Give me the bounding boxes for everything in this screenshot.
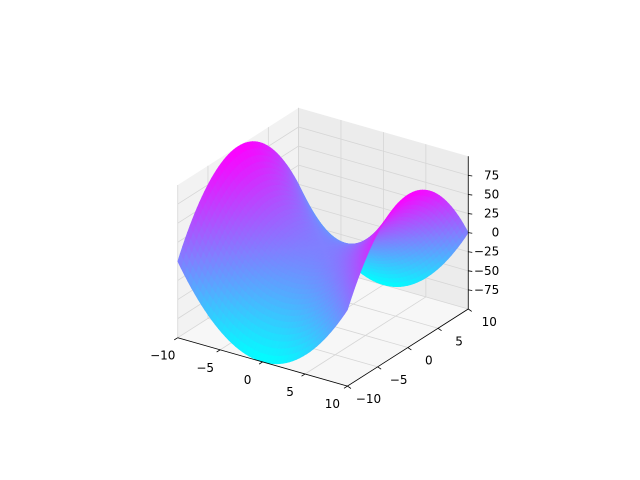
- x-axis-tick: [301, 373, 306, 377]
- z-axis-tick: [468, 289, 473, 291]
- y-axis-tick-label: 0: [425, 354, 433, 368]
- z-axis-tick: [468, 174, 473, 177]
- x-axis-tick-label: 0: [244, 373, 252, 387]
- z-axis-tick-label: 75: [484, 168, 499, 182]
- x-axis-tick: [174, 337, 178, 341]
- x-axis-tick-label: 5: [286, 385, 294, 399]
- y-axis-tick-label: 5: [455, 334, 463, 348]
- y-axis-tick: [437, 327, 442, 332]
- z-axis-tick: [468, 213, 473, 215]
- z-axis-tick: [468, 251, 473, 253]
- z-axis-tick-label: 50: [484, 187, 499, 201]
- z-axis-tick-label: 0: [492, 226, 500, 240]
- z-axis: −75 −50 −25 0 25 50 75: [468, 168, 499, 297]
- z-axis-tick: [468, 270, 473, 272]
- z-axis-tick-label: −25: [474, 245, 499, 259]
- y-axis-tick: [347, 385, 352, 389]
- x-axis-tick: [343, 385, 348, 389]
- z-axis-tick-label: −75: [474, 283, 499, 297]
- x-axis: −10 −5 0 5 10: [150, 337, 348, 411]
- x-axis-tick-label: −5: [196, 361, 214, 375]
- z-axis-tick: [468, 232, 473, 234]
- y-axis: −10 −5 0 5 10: [347, 308, 497, 406]
- x-axis-tick-label: −10: [150, 349, 175, 363]
- saddle-surface: [177, 141, 469, 365]
- x-axis-tick: [258, 361, 263, 365]
- x-axis-tick-label: 10: [325, 397, 340, 411]
- y-axis-tick-label: 10: [482, 315, 497, 329]
- z-axis-tick-label: −50: [474, 264, 499, 278]
- x-axis-tick: [216, 349, 221, 353]
- y-axis-tick-label: −5: [390, 373, 408, 387]
- y-axis-tick: [407, 347, 412, 351]
- y-axis-tick: [468, 308, 472, 312]
- z-axis-tick: [468, 194, 473, 196]
- y-axis-tick: [377, 366, 382, 370]
- y-axis-tick-label: −10: [356, 392, 381, 406]
- z-axis-tick-label: 25: [484, 207, 499, 221]
- back-gridline-z: [298, 145, 469, 195]
- back-gridline-z: [298, 126, 469, 176]
- surface-patch: [343, 302, 351, 315]
